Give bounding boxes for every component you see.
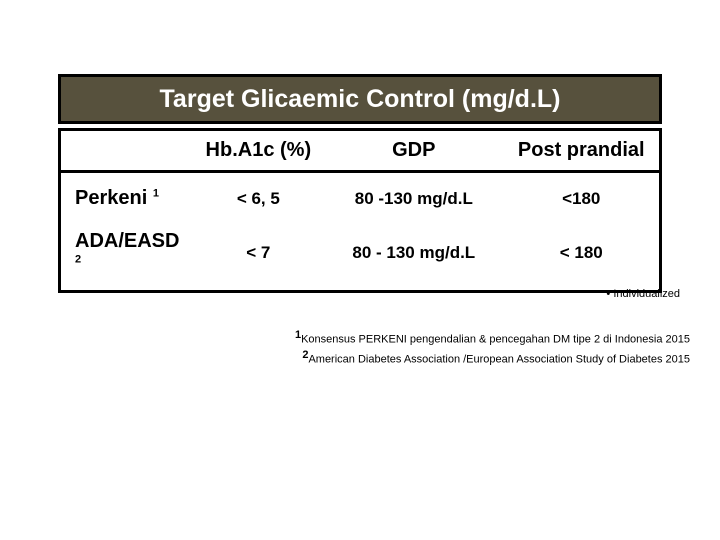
org-cell: ADA/EASD 2: [61, 220, 193, 290]
ref2-text: American Diabetes Association /European …: [308, 353, 690, 365]
org-name: Perkeni: [75, 187, 147, 209]
hba1c-cell: < 6, 5: [193, 172, 325, 221]
note-text: Individualized: [613, 288, 680, 300]
post-cell: <180: [503, 172, 659, 221]
org-sup: 2: [75, 253, 81, 265]
gdp-cell: 80 - 130 mg/d.L: [324, 220, 503, 290]
org-name: ADA/EASD: [75, 230, 179, 252]
individualized-note: • Individualized: [606, 288, 680, 300]
reference-1: 1Konsensus PERKENI pengendalian & penceg…: [130, 328, 690, 348]
col-header-gdp: GDP: [324, 131, 503, 172]
hba1c-cell: < 7: [193, 220, 325, 290]
title-bar: Target Glicaemic Control (mg/d.L): [58, 74, 662, 124]
ref1-text: Konsensus PERKENI pengendalian & pencega…: [301, 334, 690, 346]
glycaemic-table: Hb.A1c (%) GDP Post prandial Perkeni 1 <…: [58, 128, 662, 293]
slide-title: Target Glicaemic Control (mg/d.L): [160, 85, 561, 114]
post-cell: < 180: [503, 220, 659, 290]
slide: Target Glicaemic Control (mg/d.L) Hb.A1c…: [0, 0, 720, 540]
table-row: ADA/EASD 2 < 7 80 - 130 mg/d.L < 180: [61, 220, 659, 290]
table-header-row: Hb.A1c (%) GDP Post prandial: [61, 131, 659, 172]
org-sup: 1: [153, 187, 159, 199]
org-cell: Perkeni 1: [61, 172, 193, 221]
col-header-org: [61, 131, 193, 172]
gdp-cell: 80 -130 mg/d.L: [324, 172, 503, 221]
table: Hb.A1c (%) GDP Post prandial Perkeni 1 <…: [61, 131, 659, 290]
col-header-hba1c: Hb.A1c (%): [193, 131, 325, 172]
reference-2: 2American Diabetes Association /European…: [130, 348, 690, 368]
bullet: •: [606, 288, 610, 300]
table-row: Perkeni 1 < 6, 5 80 -130 mg/d.L <180: [61, 172, 659, 221]
col-header-post: Post prandial: [503, 131, 659, 172]
references: 1Konsensus PERKENI pengendalian & penceg…: [130, 328, 690, 367]
